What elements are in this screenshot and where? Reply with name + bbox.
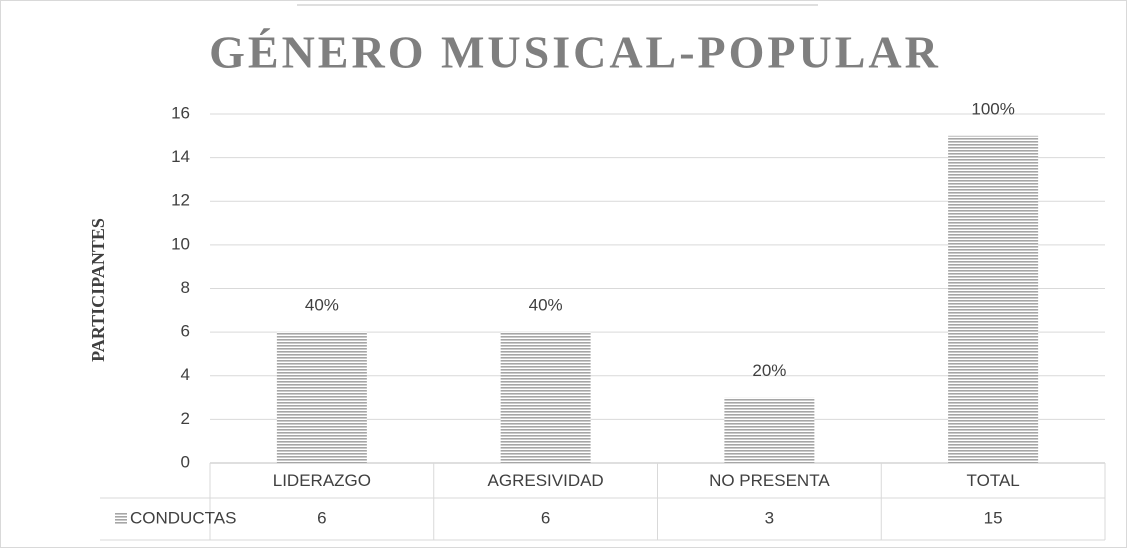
data-label: 100% [971,99,1014,118]
bar [500,332,591,463]
x-tick-label: NO PRESENTA [709,471,830,490]
y-tick-label: 2 [181,409,190,428]
y-tick-label: 16 [171,103,190,122]
table-value: 6 [541,508,550,527]
y-tick-label: 8 [181,278,190,297]
x-tick-label: LIDERAZGO [273,471,371,490]
x-tick-label: AGRESIVIDAD [488,471,604,490]
table-value: 3 [765,508,774,527]
legend-swatch [115,513,127,525]
chart-title: GÉNERO MUSICAL-POPULAR [209,27,941,78]
x-tick-label: TOTAL [967,471,1020,490]
y-axis-label: PARTICIPANTES [88,218,108,362]
y-tick-label: 14 [171,147,190,166]
bar [276,332,367,463]
table-value: 6 [317,508,326,527]
y-tick-label: 4 [181,365,190,384]
data-label: 40% [305,296,339,315]
y-tick-label: 12 [171,191,190,210]
table-value: 15 [984,508,1003,527]
bar [724,397,815,463]
legend-label: CONDUCTAS [130,508,236,527]
data-label: 40% [529,296,563,315]
bar [948,135,1039,463]
y-tick-label: 0 [181,452,190,471]
y-tick-label: 6 [181,322,190,341]
data-label: 20% [752,361,786,380]
y-tick-label: 10 [171,234,190,253]
